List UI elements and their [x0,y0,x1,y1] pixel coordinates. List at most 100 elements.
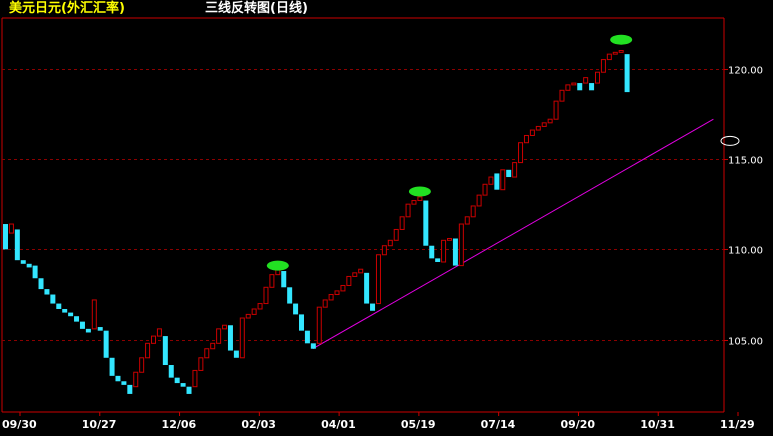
up-brick [269,274,275,288]
up-brick [151,335,156,344]
x-tick-label: 02/03 [241,418,276,431]
down-brick [3,224,8,250]
x-tick-label: 11/29 [720,418,755,431]
down-brick [435,258,441,262]
down-brick [26,263,32,268]
down-brick [310,343,316,349]
down-brick [281,271,287,288]
up-brick [547,118,553,124]
up-brick [553,100,559,120]
up-brick [133,371,139,388]
x-tick-label: 04/01 [321,418,356,431]
up-brick [210,342,216,350]
down-brick [494,173,500,190]
up-brick [204,348,210,359]
up-brick [375,254,381,305]
up-brick [518,142,524,164]
down-brick [423,200,429,246]
down-brick [233,350,239,358]
up-brick [565,84,571,91]
up-brick [257,303,263,310]
up-brick [600,59,606,73]
up-brick [541,122,547,127]
up-brick [358,268,364,274]
up-brick [222,324,228,330]
up-brick [322,299,328,308]
y-tick-label: 110.00 [728,246,763,257]
up-brick [198,357,204,371]
up-brick [381,245,387,256]
up-brick [352,272,358,277]
down-brick [79,321,85,329]
up-brick [239,317,245,359]
down-brick [68,312,74,317]
reversal-marker [408,186,431,197]
down-brick [109,357,115,376]
reversal-marker [266,260,289,271]
up-brick [245,313,251,319]
down-brick [577,83,583,91]
up-brick [139,357,145,373]
down-brick [38,278,44,290]
down-brick [589,83,595,91]
up-brick [263,286,269,305]
x-tick-label: 09/20 [560,418,595,431]
up-brick [606,53,612,61]
down-brick [287,287,293,304]
up-brick [251,308,257,315]
down-brick [85,328,91,333]
down-brick [506,169,512,178]
up-brick [523,134,529,144]
down-brick [162,336,168,366]
y-tick-label: 120.00 [728,66,763,77]
x-tick-label: 10/27 [82,418,117,431]
instrument-title: 美元日元(外汇汇率) [9,1,125,16]
down-brick [293,303,299,315]
up-brick [346,275,352,286]
up-brick [334,290,340,296]
up-brick [482,183,488,196]
down-brick [97,327,103,331]
up-brick [476,194,482,207]
down-brick [370,303,376,311]
down-brick [429,245,435,259]
up-brick [535,125,541,131]
x-tick-label: 05/19 [401,418,436,431]
down-brick [74,316,80,322]
chart-type-title: 三线反转图(日线) [205,1,308,16]
up-brick [387,239,393,247]
up-brick [529,129,535,136]
down-brick [56,303,62,309]
up-brick [411,200,417,205]
down-brick [186,386,192,394]
down-brick [127,384,133,394]
up-brick [8,223,14,234]
down-brick [115,375,121,382]
up-brick [399,216,405,230]
up-brick [328,294,334,301]
price-marker [720,135,740,146]
up-brick [464,216,470,225]
down-brick [299,314,304,331]
down-brick [168,365,174,378]
up-brick [216,328,222,344]
up-brick [512,162,518,178]
up-brick [612,51,618,55]
up-brick [156,328,162,337]
up-brick [405,203,411,218]
down-brick [174,377,180,384]
up-brick [571,82,577,86]
down-brick [62,308,68,313]
reversal-marker [610,34,633,45]
up-brick [583,77,589,84]
up-brick [618,50,624,53]
up-brick [447,237,452,241]
up-brick [316,306,322,344]
trendline [312,118,714,350]
up-brick [470,205,476,218]
y-tick-label: 105.00 [728,337,763,348]
up-brick [192,369,198,388]
up-brick [488,176,494,185]
down-brick [44,289,50,295]
up-brick [559,89,565,102]
